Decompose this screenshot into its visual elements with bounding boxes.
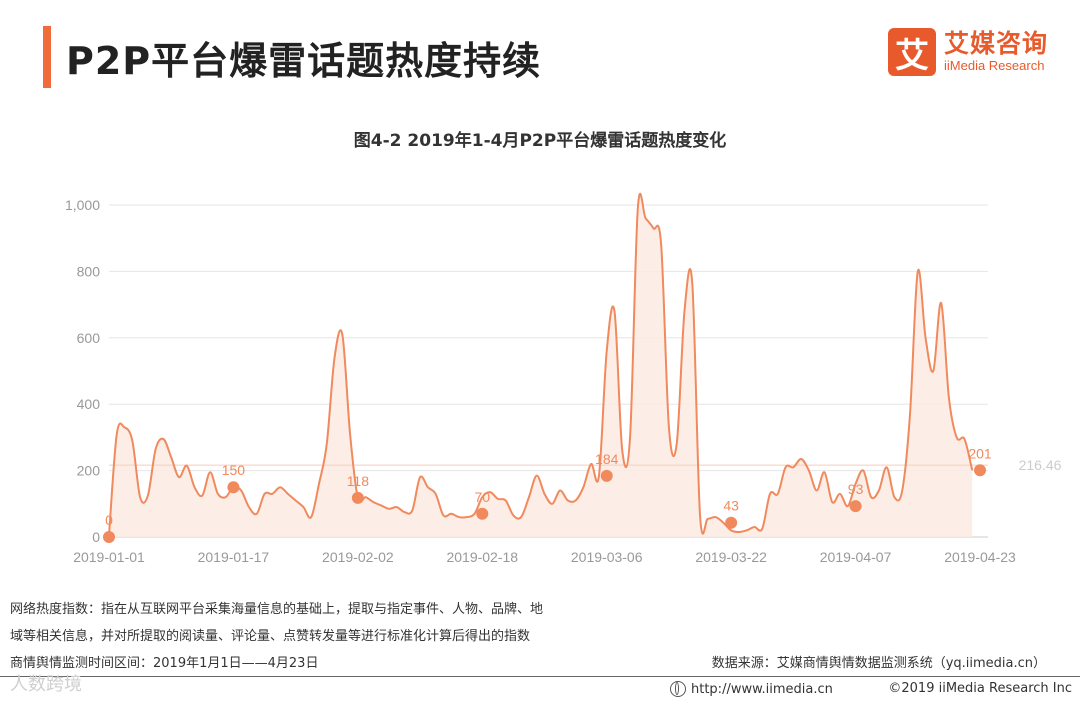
data-label: 150 [222,462,246,478]
title-accent-bar [43,26,51,88]
y-tick-label: 600 [77,330,101,346]
x-tick-label: 2019-01-17 [198,549,270,565]
footer-copyright: ©2019 iiMedia Research Inc [888,681,1072,696]
data-point-marker [476,507,489,520]
data-label: 43 [723,498,739,514]
logo-en: iiMedia Research [944,58,1045,73]
footer-url[interactable]: http://www.iimedia.cn [670,681,833,697]
x-tick-label: 2019-02-18 [446,549,518,565]
x-tick-label: 2019-03-22 [695,549,767,565]
y-tick-label: 1,000 [65,197,100,213]
y-tick-label: 200 [77,463,101,479]
data-point-marker [849,500,862,513]
chart-title: 图4-2 2019年1-4月P2P平台爆雷话题热度变化 [353,131,727,151]
logo-mark: 艾 [888,28,936,76]
page-title: P2P平台爆雷话题热度持续 [66,39,542,83]
x-tick-label: 2019-01-01 [73,549,145,565]
data-point-marker [103,531,115,543]
average-label: 216.46 [1019,457,1062,473]
data-label: 184 [595,451,619,467]
data-point-marker [600,469,613,482]
note-monitor-period: 商情舆情监测时间区间：2019年1月1日——4月23日 [10,656,319,671]
data-label: 201 [968,445,992,461]
x-tick-label: 2019-04-07 [820,549,892,565]
logo-text: 艾媒咨询 iiMedia Research [944,30,1048,74]
data-point-marker [351,491,364,504]
data-point-marker [974,464,986,477]
area-fill [109,193,973,537]
data-label: 93 [848,481,864,497]
note-definition-line2: 域等相关信息，并对所提取的阅读量、评论量、点赞转发量等进行标准化计算后得出的指数 [10,629,531,644]
x-tick-label: 2019-02-02 [322,549,394,565]
watermark: 人数跨境 [10,674,82,695]
data-source: 数据来源：艾媒商情舆情数据监测系统（yq.iimedia.cn） [711,656,1046,671]
x-tick-label: 2019-03-06 [571,549,643,565]
note-definition-line1: 网络热度指数：指在从互联网平台采集海量信息的基础上，提取与指定事件、人物、品牌、… [10,602,544,617]
logo-cn: 艾媒咨询 [944,29,1049,58]
y-tick-label: 400 [77,396,101,412]
y-tick-label: 800 [77,263,101,279]
y-tick-label: 0 [92,529,100,545]
data-label: 118 [347,473,370,489]
data-point-marker [227,481,240,494]
globe-icon [670,681,686,697]
data-point-marker [725,516,738,529]
data-label: 0 [105,512,113,528]
iimedia-logo: 艾 艾媒咨询 iiMedia Research [888,28,1048,76]
heat-index-chart: 0 200 400 600 800 1,000 2019-01-01 2019-01-17 20… [65,192,1062,565]
data-label: 70 [474,489,490,505]
x-tick-label: 2019-04-23 [944,549,1016,565]
footer-url-text[interactable]: http://www.iimedia.cn [691,681,833,697]
footer-divider [0,676,1080,677]
series-line [108,192,974,536]
